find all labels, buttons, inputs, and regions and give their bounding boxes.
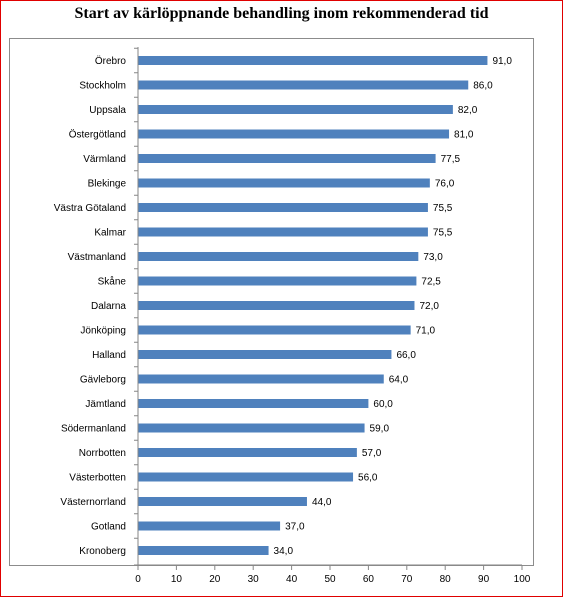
category-label: Gävleborg [80,375,126,386]
category-label: Kalmar [94,228,126,239]
value-label: 64,0 [389,375,409,386]
value-label: 77,5 [441,154,461,165]
bar [138,276,417,286]
bar [138,154,436,163]
category-label: Jönköping [80,326,126,337]
value-label: 66,0 [396,350,416,361]
bar [138,301,415,310]
x-tick-label: 0 [135,574,141,585]
value-label: 76,0 [435,179,455,190]
category-label: Halland [92,350,126,361]
value-label: 57,0 [362,448,382,459]
x-tick-label: 40 [286,574,298,585]
x-tick-label: 60 [363,574,375,585]
bar [138,105,453,114]
bar [138,325,411,335]
category-label: Västmanland [68,252,126,263]
value-label: 72,0 [419,301,439,312]
value-label: 75,5 [433,228,453,239]
value-label: 44,0 [312,497,332,508]
x-tick-label: 70 [401,574,413,585]
x-tick-label: 10 [171,574,183,585]
category-label: Gotland [91,522,126,533]
bar [138,399,369,408]
category-label: Västerbotten [69,473,126,484]
bar [138,374,384,384]
bar [138,56,488,65]
value-label: 82,0 [458,105,478,116]
category-label: Västernorrland [60,497,126,508]
category-label: Västra Götaland [54,203,126,214]
bar [138,546,269,555]
bar [138,252,419,261]
value-label: 91,0 [492,56,512,67]
category-label: Skåne [98,276,127,288]
value-label: 37,0 [285,522,305,533]
category-label: Stockholm [79,81,126,92]
x-tick-label: 100 [514,574,531,585]
bar [138,227,428,237]
value-label: 86,0 [473,81,493,92]
value-label: 71,0 [416,326,436,337]
x-tick-label: 20 [209,574,221,585]
category-label: Örebro [95,55,127,67]
value-label: 75,5 [433,203,453,214]
bar [138,203,428,212]
category-label: Jämtland [85,399,126,410]
bar [138,521,281,531]
value-label: 59,0 [370,424,390,435]
chart-title: Start av kärlöppnande behandling inom re… [74,5,489,22]
category-label: Uppsala [89,105,126,116]
category-label: Kronoberg [79,546,126,557]
category-label: Norrbotten [79,448,126,459]
bar [138,80,469,90]
bar [138,129,450,139]
value-label: 73,0 [423,252,443,263]
value-label: 60,0 [373,399,393,410]
bar [138,497,307,506]
category-label: Södermanland [61,424,126,435]
x-tick-label: 30 [248,574,260,585]
value-label: 56,0 [358,473,378,484]
x-tick-label: 80 [440,574,452,585]
category-label: Östergötland [69,129,126,141]
x-tick-label: 90 [478,574,490,585]
value-label: 72,5 [421,277,441,288]
x-tick-label: 50 [324,574,336,585]
bar [138,472,354,482]
value-label: 81,0 [454,130,474,141]
bar [138,178,430,188]
bar [138,350,392,359]
value-label: 34,0 [274,546,294,557]
category-label: Värmland [83,154,126,165]
category-label: Blekinge [88,179,127,190]
bar [138,423,365,433]
bar [138,448,357,457]
category-label: Dalarna [91,301,126,312]
